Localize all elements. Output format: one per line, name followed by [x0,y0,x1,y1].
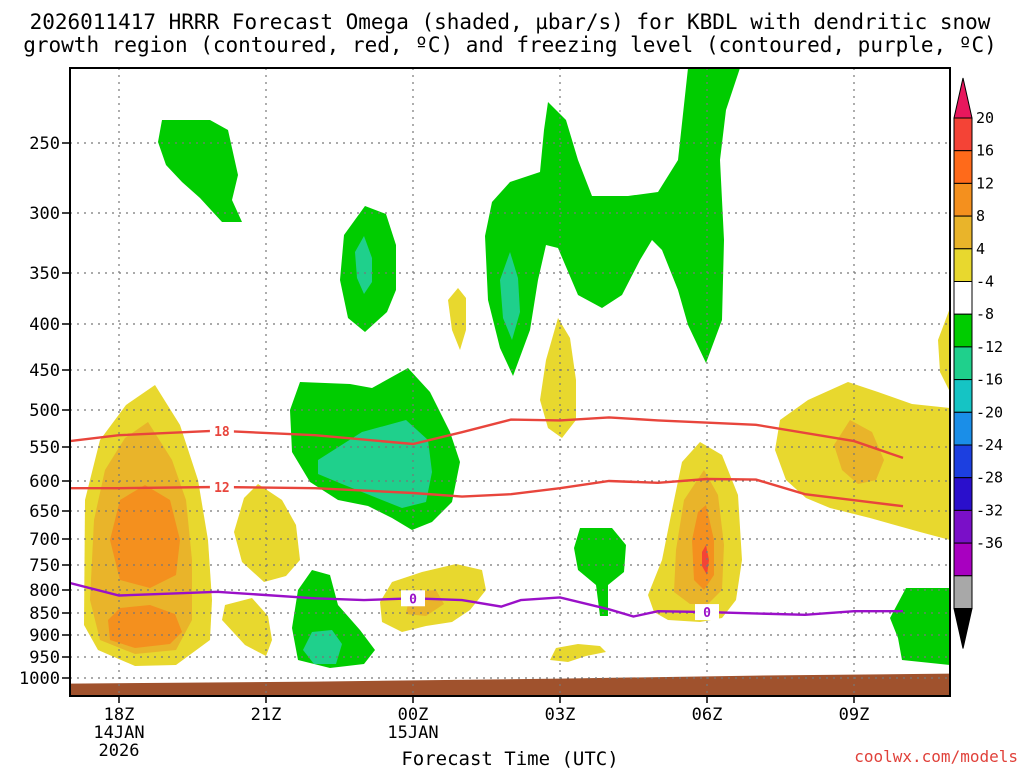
y-tick-label: 300 [29,204,60,224]
colorbar-tick-label: 12 [976,174,994,192]
plot-area [70,68,950,696]
colorbar-segment [953,379,973,413]
x-tick-label: 09Z [839,705,870,725]
dgz-contour-label: 12 [214,481,230,496]
colorbar: 20 16 12 8 4 -4 -8 -12 -16 -20 -24 -28 -32 -36 [953,77,1003,649]
colorbar-tick-label: -28 [976,469,1003,487]
omega-downward-12-region [692,505,714,590]
omega-strong-upward-region [355,236,372,294]
colorbar-tick-label: -36 [976,534,1003,552]
dgz-contour-label: 18 [214,425,230,440]
y-tick-label: 450 [29,361,60,381]
colorbar-tick-label: -24 [976,436,1003,454]
colorbar-segment [953,313,973,348]
y-tick-label: 850 [29,604,60,624]
freezing-level-label-bg [695,604,719,621]
colorbar-segment [953,346,973,381]
omega-strong-upward-region [500,252,520,340]
colorbar-tick-label: -8 [976,305,994,323]
omega-upward-region [890,588,950,665]
freezing-level-label: 0 [409,592,417,607]
y-tick-label: 250 [29,134,60,154]
surface-ground [70,673,950,696]
x-tick-year: 2026 [99,741,140,761]
title-line-2: growth region (contoured, red, ºC) and f… [23,33,997,57]
colorbar-tick-label: 8 [976,207,985,225]
x-tick-label: 18Z [104,705,135,725]
y-tick-label: 400 [29,315,60,335]
x-tick-label: 03Z [545,705,576,725]
colorbar-tick-label: -12 [976,338,1003,356]
y-tick-label: 350 [29,264,60,284]
colorbar-tick-label: -20 [976,403,1003,421]
y-tick-label: 800 [29,581,60,601]
colorbar-segment [953,444,973,479]
colorbar-segment [953,411,973,446]
freezing-level-label: 0 [703,606,711,621]
dgz-contour-label-bg [209,479,234,496]
colorbar-segment [953,215,973,250]
x-tick-label: 21Z [251,705,282,725]
y-axis-ticks: 2503003504004505005506006507007508008509… [19,134,70,689]
y-tick-label: 600 [29,472,60,492]
omega-downward-region [222,598,272,656]
y-tick-label: 700 [29,530,60,550]
y-tick-label: 650 [29,502,60,522]
x-tick-date: 15JAN [387,723,438,743]
title-line-1: 2026011417 HRRR Forecast Omega (shaded, … [30,10,991,34]
omega-downward-region [234,484,300,582]
colorbar-tick-label: 16 [976,142,994,160]
colorbar-segment [953,281,973,315]
omega-downward-12-region [110,485,180,588]
freezing-level-line [70,581,903,618]
x-tick-label: 00Z [398,705,429,725]
colorbar-segment [953,117,973,152]
colorbar-tick-label: 4 [976,240,985,258]
freezing-level-label-bg [401,590,425,607]
colorbar-tick-label: -32 [976,501,1003,519]
omega-upward-region [574,528,626,616]
colorbar-arrow-bottom [953,608,973,649]
colorbar-segment [953,509,973,544]
omega-downward-region [540,318,576,438]
omega-upward-region [485,68,740,376]
plot-frame [69,67,951,697]
colorbar-segment [953,477,973,511]
x-tick-date: 14JAN [93,723,144,743]
omega-downward-region [550,644,606,662]
colorbar-tick-label: -16 [976,371,1003,389]
omega-downward-12-region [108,605,182,648]
colorbar-segment [953,248,973,283]
x-tick-label: 06Z [692,705,723,725]
colorbar-segment [953,575,973,609]
credit-text: coolwx.com/models [854,747,1018,766]
colorbar-tick-label: 20 [976,109,994,127]
y-tick-label: 750 [29,556,60,576]
colorbar-segment [953,150,973,184]
y-tick-label: 550 [29,438,60,458]
x-axis-label: Forecast Time (UTC) [401,748,618,768]
omega-upward-region [158,120,242,222]
dgz-contour-label-bg [209,422,234,439]
y-tick-label: 500 [29,401,60,421]
omega-strong-upward-region [303,630,342,664]
y-tick-label: 950 [29,648,60,668]
omega-downward-region [448,288,466,350]
y-tick-label: 900 [29,626,60,646]
colorbar-tick-label: -4 [976,273,994,291]
omega-downward-region [938,308,950,392]
contour-labels: 18 12 0 0 [209,422,719,621]
y-tick-label: 1000 [19,669,60,689]
colorbar-segment [953,542,973,577]
colorbar-segment [953,182,973,217]
dgz-contour-line [70,477,904,508]
omega-downward-8-region [834,420,884,484]
colorbar-arrow-top [953,77,973,119]
